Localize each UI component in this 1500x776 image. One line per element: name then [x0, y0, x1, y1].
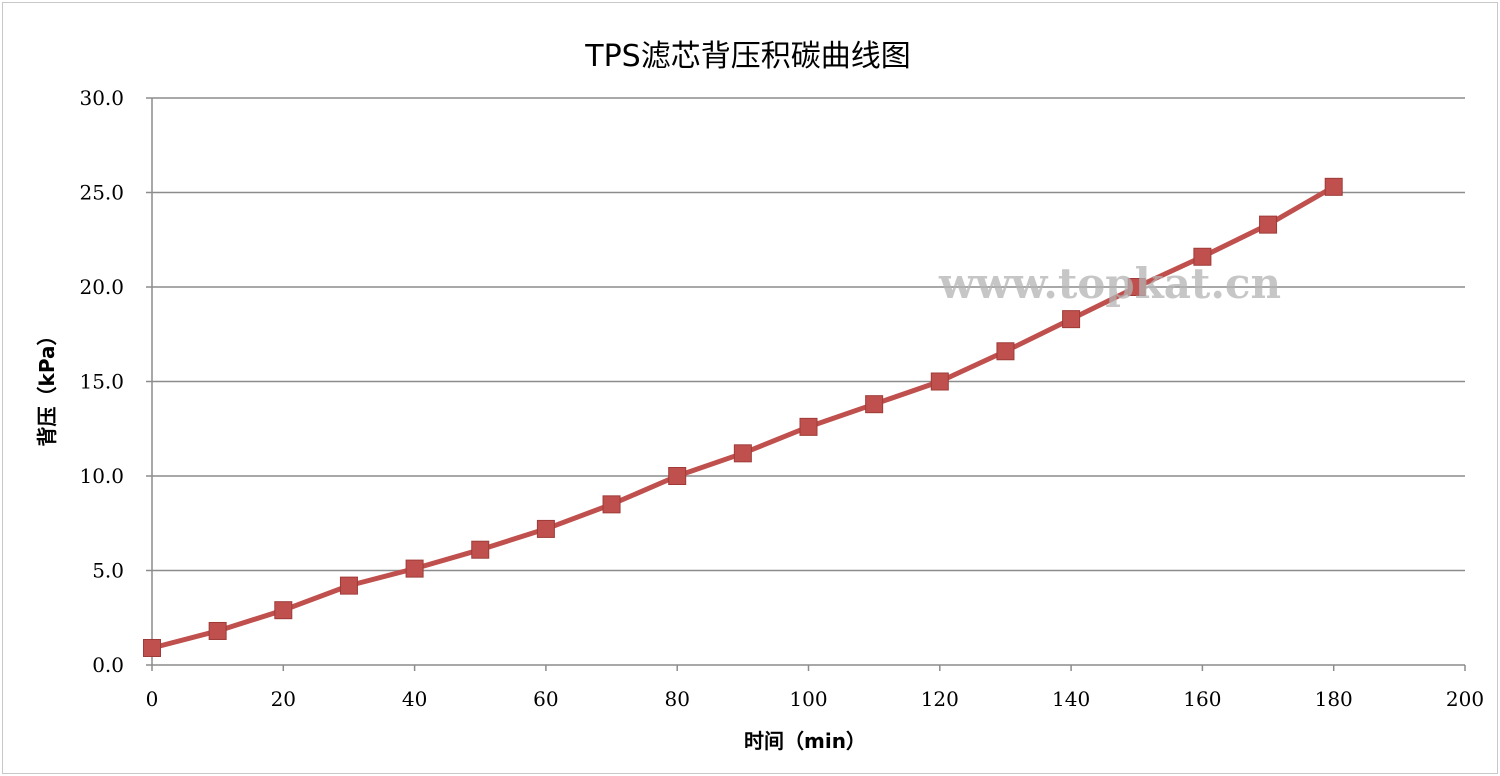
series-group [143, 177, 1343, 657]
data-point-marker [143, 638, 161, 657]
x-tick-label: 60 [533, 687, 558, 711]
data-point-marker [1259, 215, 1278, 234]
y-axis-label: 背压（kPa） [35, 326, 59, 447]
data-point-marker [1193, 247, 1212, 266]
data-point-marker [274, 601, 293, 620]
x-tick-label: 140 [1052, 687, 1090, 711]
data-point-marker [996, 342, 1015, 361]
x-tick-labels: 0 20 40 60 80 100 120 140 160 180 200 [146, 687, 1484, 711]
x-tick-label: 180 [1315, 687, 1353, 711]
data-point-marker [865, 395, 884, 414]
x-tick-label: 40 [402, 687, 427, 711]
x-tick-label: 0 [146, 687, 159, 711]
data-point-marker [602, 495, 621, 514]
data-point-marker [733, 444, 752, 463]
x-tick-label: 80 [664, 687, 689, 711]
data-point-marker [1127, 278, 1146, 296]
y-tick-label: 15.0 [79, 370, 124, 394]
x-tick-label: 200 [1446, 687, 1484, 711]
data-point-marker [339, 576, 358, 595]
series-line [151, 184, 1335, 651]
y-tick-label: 20.0 [79, 275, 124, 299]
data-point-marker [799, 417, 818, 436]
y-tick-label: 25.0 [79, 181, 124, 205]
data-point-marker [668, 467, 687, 485]
x-tick-label: 20 [271, 687, 296, 711]
x-tick-label: 100 [789, 687, 827, 711]
axes [146, 97, 1466, 671]
data-point-marker [1062, 310, 1081, 329]
data-point-marker [536, 519, 555, 538]
gridlines [152, 97, 1465, 572]
y-tick-label: 0.0 [92, 653, 124, 677]
y-tick-label: 30.0 [79, 86, 124, 110]
y-tick-label: 5.0 [92, 559, 124, 583]
data-point-marker [208, 621, 227, 640]
y-tick-label: 10.0 [79, 464, 124, 488]
data-point-marker [405, 559, 424, 578]
data-point-marker [1324, 177, 1343, 196]
x-axis-label: 时间（min） [744, 729, 866, 753]
x-tick-label: 120 [921, 687, 959, 711]
data-point-marker [471, 540, 490, 559]
x-tick-label: 160 [1183, 687, 1221, 711]
chart-title: TPS滤芯背压积碳曲线图 [584, 39, 910, 74]
watermark: www.topkat.cn [938, 259, 1281, 308]
data-point-marker [930, 372, 949, 391]
y-tick-labels: 0.0 5.0 10.0 15.0 20.0 25.0 30.0 [79, 86, 124, 677]
